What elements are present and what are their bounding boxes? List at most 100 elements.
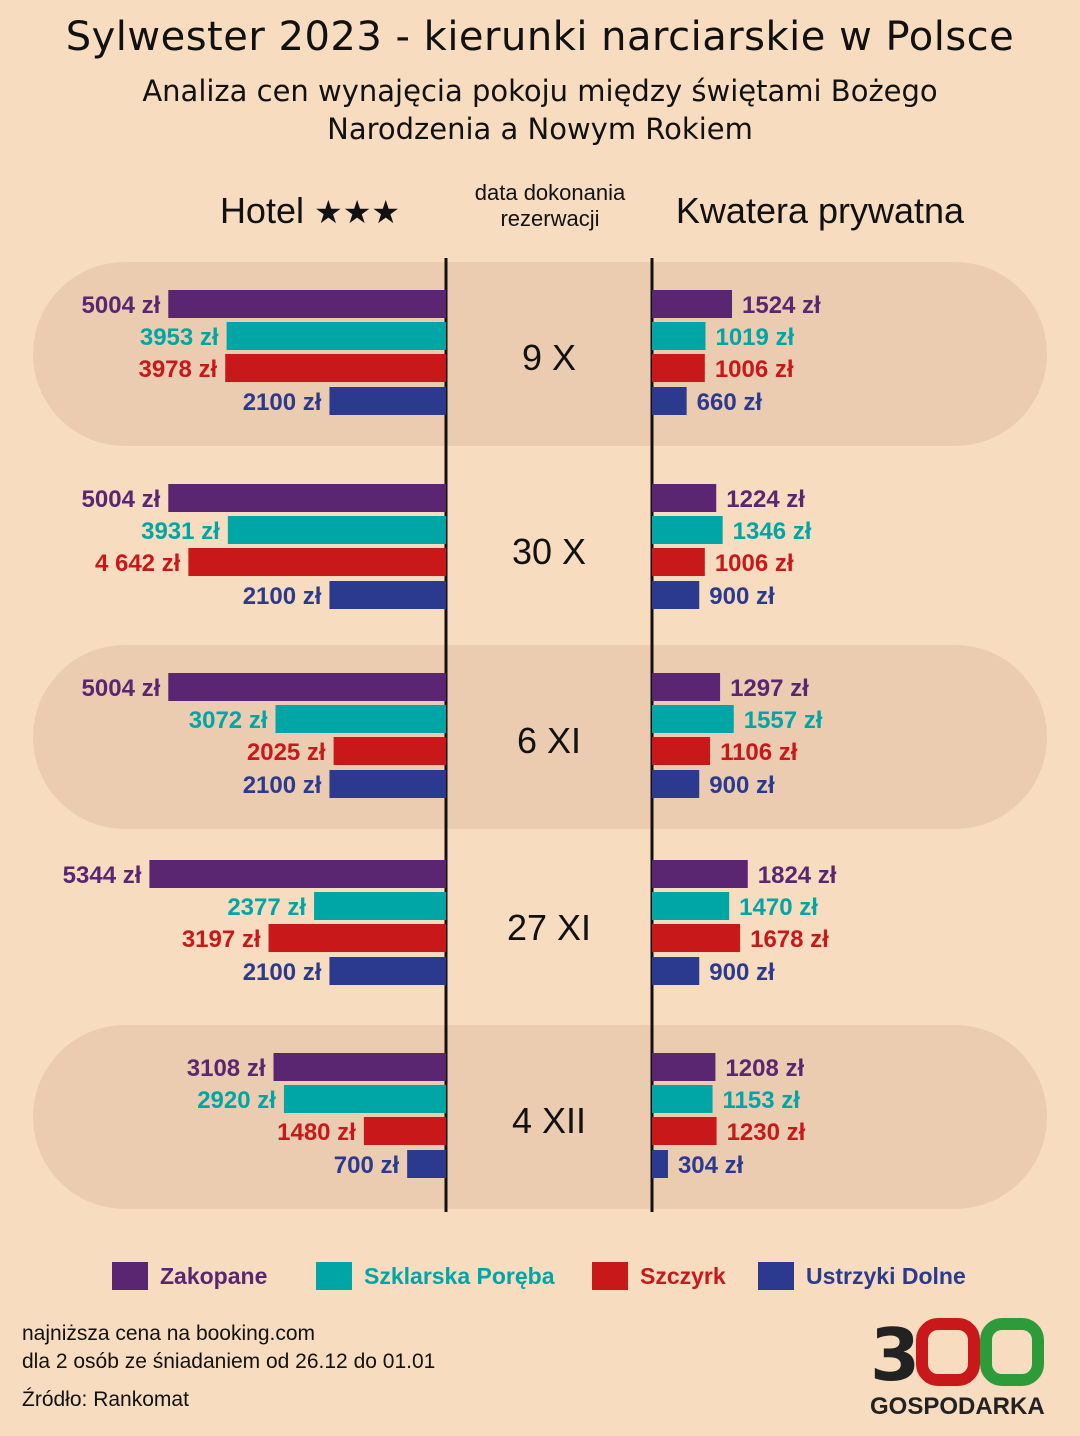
hotel-value-label: 5344 zł — [63, 862, 142, 889]
private-value-label: 1006 zł — [715, 356, 794, 383]
legend-label: Ustrzyki Dolne — [806, 1262, 966, 1289]
hotel-value-label: 2025 zł — [247, 739, 326, 766]
legend-swatch — [316, 1262, 352, 1290]
private-value-label: 1230 zł — [727, 1119, 806, 1146]
date-column-header: data dokonania rezerwacji — [450, 180, 650, 232]
private-bar — [652, 322, 706, 350]
legend-item: Zakopane — [112, 1262, 267, 1290]
hotel-value-label: 4 642 zł — [95, 550, 181, 577]
private-bar — [652, 1085, 713, 1113]
private-bar — [652, 924, 741, 952]
hotel-value-label: 700 zł — [334, 1152, 400, 1179]
hotel-bar — [168, 673, 446, 701]
hotel-value-label: 2920 zł — [197, 1087, 276, 1114]
source-note: Źródło: Rankomat — [22, 1388, 189, 1411]
private-value-label: 1208 zł — [725, 1055, 804, 1082]
hotel-value-label: 2100 zł — [243, 583, 322, 610]
private-value-label: 1346 zł — [733, 518, 812, 545]
private-bar — [652, 548, 705, 576]
chart-title: Sylwester 2023 - kierunki narciarskie w … — [65, 14, 1015, 60]
hotel-value-label: 2377 zł — [227, 894, 306, 921]
hotel-bar — [226, 322, 446, 350]
private-bar — [652, 581, 700, 609]
private-bar — [652, 673, 721, 701]
private-value-label: 660 zł — [697, 389, 763, 416]
private-value-label: 1006 zł — [715, 550, 794, 577]
note-line-1: najniższa cena na booking.com — [22, 1322, 316, 1345]
private-bar — [652, 387, 687, 415]
date-label: 6 XI — [517, 720, 581, 761]
hotel-bar — [168, 484, 446, 512]
star-icons: ★★★ — [314, 193, 401, 231]
hotel-bar — [329, 581, 446, 609]
private-bar — [652, 1150, 668, 1178]
chart-subtitle: Analiza cen wynajęcia pokoju między świę… — [0, 72, 1080, 148]
date-label: 30 X — [512, 531, 586, 572]
hotel-bar — [333, 737, 446, 765]
hotel-bar — [268, 924, 446, 952]
svg-text:3: 3 — [870, 1318, 920, 1397]
legend-swatch — [758, 1262, 794, 1290]
hotel-bar — [188, 548, 446, 576]
hotel-bar — [168, 290, 446, 318]
gospodarka-300-logo: 3 GOSPODARKA — [870, 1318, 1045, 1418]
private-value-label: 1824 zł — [758, 862, 837, 889]
hotel-bar — [329, 387, 446, 415]
hotel-value-label: 3931 zł — [141, 518, 220, 545]
legend-label: Szczyrk — [640, 1262, 726, 1289]
hotel-value-label: 2100 zł — [243, 959, 322, 986]
hotel-header-label: Hotel — [219, 190, 304, 231]
private-bar — [652, 1053, 716, 1081]
legend-label: Szklarska Poręba — [364, 1262, 555, 1289]
hotel-bar — [329, 770, 446, 798]
private-value-label: 1557 zł — [744, 707, 823, 734]
hotel-value-label: 5004 zł — [82, 486, 161, 513]
hotel-bar — [149, 860, 446, 888]
private-value-label: 1678 zł — [750, 926, 829, 953]
hotel-value-label: 3072 zł — [189, 707, 268, 734]
bar-chart: 9 X 5004 zł 1524 zł 3953 zł 1019 zł 3978 zł 10… — [33, 258, 1047, 1212]
private-value-label: 900 zł — [709, 772, 775, 799]
hotel-value-label: 1480 zł — [277, 1119, 356, 1146]
private-bar — [652, 892, 730, 920]
hotel-value-label: 3197 zł — [182, 926, 261, 953]
legend-label: Zakopane — [160, 1262, 268, 1289]
subtitle-line-2: Narodzenia a Nowym Rokiem — [327, 112, 753, 146]
private-bar — [652, 737, 711, 765]
private-value-label: 1524 zł — [742, 292, 821, 319]
private-value-label: 1224 zł — [726, 486, 805, 513]
legend-item: Ustrzyki Dolne — [758, 1262, 966, 1290]
legend-item: Szklarska Poręba — [316, 1262, 555, 1290]
legend-item: Szczyrk — [592, 1262, 726, 1290]
private-value-label: 1470 zł — [739, 894, 818, 921]
private-value-label: 900 zł — [709, 583, 775, 610]
logo-text: GOSPODARKA — [870, 1393, 1045, 1418]
private-bar — [652, 354, 705, 382]
hotel-value-label: 3108 zł — [187, 1055, 266, 1082]
private-bar — [652, 705, 734, 733]
hotel-value-label: 5004 zł — [82, 292, 161, 319]
hotel-bar — [407, 1150, 446, 1178]
private-bar — [652, 770, 700, 798]
private-column-header: Kwatera prywatna — [675, 190, 965, 231]
private-value-label: 900 zł — [709, 959, 775, 986]
hotel-value-label: 5004 zł — [82, 675, 161, 702]
hotel-bar — [225, 354, 446, 382]
private-bar — [652, 860, 748, 888]
hotel-bar — [329, 957, 446, 985]
private-bar — [652, 957, 700, 985]
private-bar — [652, 484, 717, 512]
hotel-bar — [363, 1117, 446, 1145]
subtitle-line-1: Analiza cen wynajęcia pokoju między świę… — [142, 74, 938, 108]
date-header-line-1: data dokonania — [474, 180, 626, 205]
private-bar — [652, 1117, 717, 1145]
hotel-value-label: 3953 zł — [140, 324, 219, 351]
hotel-value-label: 3978 zł — [138, 356, 217, 383]
private-value-label: 304 zł — [678, 1152, 744, 1179]
date-label: 4 XII — [512, 1100, 586, 1141]
private-bar — [652, 516, 723, 544]
private-value-label: 1297 zł — [730, 675, 809, 702]
hotel-bar — [314, 892, 446, 920]
hotel-bar — [273, 1053, 446, 1081]
